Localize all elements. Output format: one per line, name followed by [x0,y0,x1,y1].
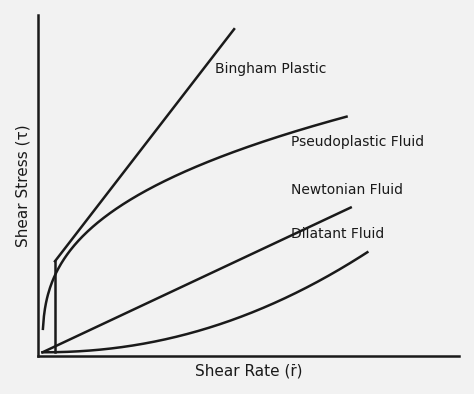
Y-axis label: Shear Stress (τ): Shear Stress (τ) [15,124,30,247]
Text: Bingham Plastic: Bingham Plastic [215,62,327,76]
X-axis label: Shear Rate (ṙ̇): Shear Rate (ṙ̇) [195,364,302,379]
Text: Newtonian Fluid: Newtonian Fluid [291,183,403,197]
Text: Dilatant Fluid: Dilatant Fluid [291,227,384,241]
Text: Pseudoplastic Fluid: Pseudoplastic Fluid [291,135,424,149]
